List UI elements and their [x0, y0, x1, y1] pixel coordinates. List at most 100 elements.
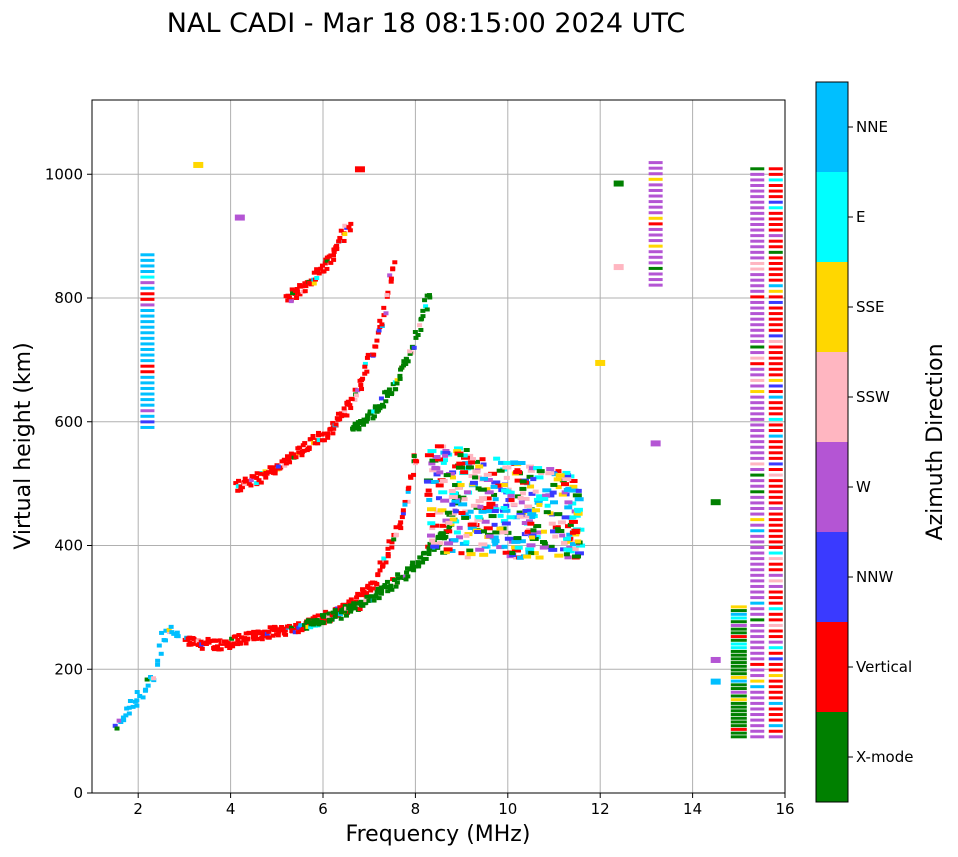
echo-mark	[439, 531, 446, 536]
isolated-echo	[595, 359, 606, 366]
echo-column-mark	[750, 518, 765, 522]
echo-mark	[535, 555, 544, 560]
echo-column-mark	[750, 623, 765, 627]
echo-column-mark	[768, 512, 783, 516]
echo-mark	[444, 510, 452, 515]
echo-column-mark	[648, 177, 663, 181]
echo-mark	[386, 387, 392, 392]
echo-column-mark	[140, 386, 155, 390]
echo-mark	[207, 638, 213, 643]
echo-mark	[383, 311, 389, 316]
echo-mark	[329, 613, 335, 618]
echo-column-mark	[730, 612, 747, 616]
echo-mark	[140, 695, 146, 700]
echo-mark	[400, 511, 406, 516]
echo-column-mark	[750, 289, 765, 293]
echo-mark	[233, 481, 239, 486]
echo-mark	[142, 688, 148, 693]
echo-mark	[342, 604, 348, 609]
echo-column-mark	[768, 267, 783, 271]
echo-mark	[533, 466, 543, 471]
echo-column-mark	[768, 629, 783, 633]
echo-mark	[368, 581, 374, 586]
echo-mark	[510, 460, 519, 465]
echo-mark	[405, 359, 411, 364]
echo-column-mark	[768, 250, 783, 254]
echo-mark	[518, 500, 525, 505]
echo-mark	[360, 587, 366, 592]
echo-mark	[301, 448, 307, 453]
echo-mark	[320, 269, 326, 274]
echo-mark	[486, 501, 496, 506]
echo-mark	[201, 641, 207, 646]
echo-column-mark	[750, 557, 765, 561]
echo-mark	[530, 528, 537, 533]
echo-mark	[461, 453, 468, 458]
echo-mark	[491, 509, 499, 514]
echo-mark	[551, 472, 558, 477]
echo-column-mark	[768, 306, 783, 310]
echo-mark	[442, 453, 449, 458]
echo-column-mark	[648, 222, 663, 226]
echo-mark	[517, 495, 524, 500]
echo-column-mark	[768, 674, 783, 678]
echo-mark	[521, 514, 530, 519]
echo-mark	[275, 633, 281, 638]
echo-column-mark	[768, 211, 783, 215]
echo-mark	[546, 467, 555, 472]
echo-mark	[362, 364, 368, 369]
echo-mark	[420, 308, 426, 313]
echo-mark	[345, 610, 351, 615]
echo-mark	[405, 499, 411, 504]
echo-mark	[560, 540, 568, 545]
echo-mark	[415, 560, 421, 565]
echo-mark	[440, 460, 447, 465]
echo-column-mark	[768, 607, 783, 611]
echo-mark	[514, 478, 522, 483]
colorbar-segment	[816, 622, 848, 712]
echo-mark	[364, 355, 370, 360]
echo-mark	[528, 466, 536, 471]
echo-mark	[171, 631, 177, 636]
echo-mark	[295, 630, 301, 635]
echo-mark	[195, 639, 201, 644]
echo-column-mark	[750, 423, 765, 427]
echo-column-mark	[750, 451, 765, 455]
echo-column-mark	[730, 649, 747, 653]
echo-mark	[426, 507, 436, 512]
echo-mark	[335, 411, 341, 416]
echo-column-mark	[648, 188, 663, 192]
echo-mark	[237, 641, 243, 646]
echo-mark	[499, 483, 508, 488]
echo-mark	[328, 253, 334, 258]
echo-column-mark	[750, 234, 765, 238]
echo-column-mark	[140, 342, 155, 346]
echo-mark	[218, 647, 224, 652]
echo-mark	[462, 509, 472, 514]
echo-mark	[490, 484, 498, 489]
echo-column-mark	[750, 256, 765, 260]
echo-column-mark	[768, 339, 783, 343]
echo-column-mark	[750, 250, 765, 254]
echo-column-mark	[140, 409, 155, 413]
echo-column-mark	[750, 200, 765, 204]
echo-mark	[318, 266, 324, 271]
echo-mark	[427, 546, 433, 551]
echo-column-mark	[140, 320, 155, 324]
echo-column-mark	[768, 345, 783, 349]
echo-mark	[347, 228, 353, 233]
echo-column-mark	[750, 429, 765, 433]
echo-mark	[364, 416, 370, 421]
echo-mark	[344, 413, 350, 418]
echo-mark	[495, 483, 502, 488]
echo-column-mark	[750, 406, 765, 410]
echo-mark	[567, 539, 574, 544]
echo-mark	[542, 544, 549, 549]
echo-column-mark	[750, 590, 765, 594]
echo-mark	[475, 499, 484, 504]
echo-mark	[555, 473, 565, 478]
echo-column-mark	[750, 317, 765, 321]
echo-mark	[371, 352, 377, 357]
echo-column-mark	[750, 206, 765, 210]
echo-column-mark	[750, 189, 765, 193]
